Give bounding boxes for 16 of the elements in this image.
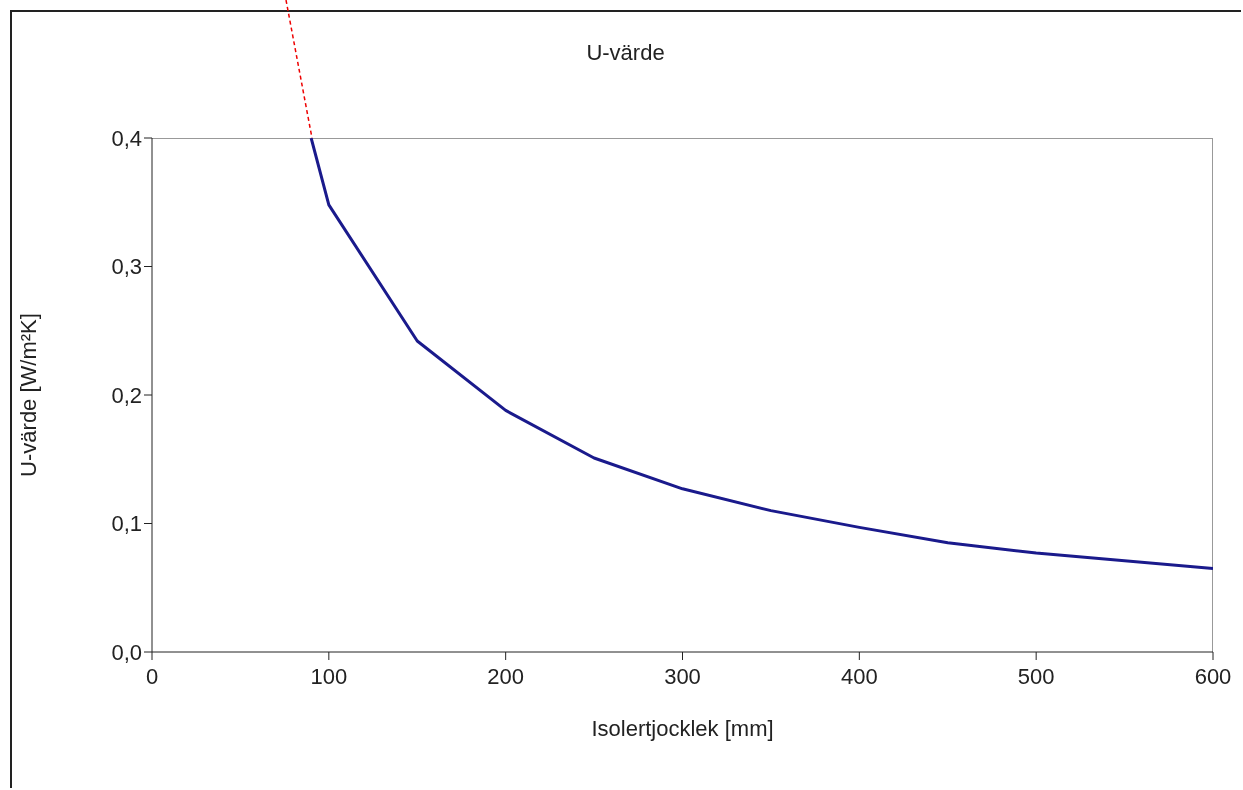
x-tick-label: 0 — [145, 663, 159, 689]
y-axis-title: U-värde [W/m²K] — [15, 313, 41, 477]
x-tick-label: 600 — [1194, 663, 1232, 689]
line-series — [309, 138, 1213, 570]
y-tick-label: 0,2 — [111, 382, 142, 408]
x-tick-label: 300 — [664, 663, 701, 689]
chart-title: U-värde — [585, 40, 666, 66]
y-tick-label: 0,3 — [111, 254, 142, 280]
y-tick-label: 0,0 — [111, 639, 142, 665]
x-tick-label: 100 — [310, 663, 348, 689]
y-tick-label: 0,1 — [111, 511, 142, 537]
x-axis-title: Isolertjocklek [mm] — [591, 715, 774, 741]
x-tick-label: 400 — [840, 663, 878, 689]
x-tick-label: 500 — [1017, 663, 1055, 689]
y-tick-label: 0,4 — [111, 125, 142, 151]
x-tick-label: 200 — [487, 663, 525, 689]
